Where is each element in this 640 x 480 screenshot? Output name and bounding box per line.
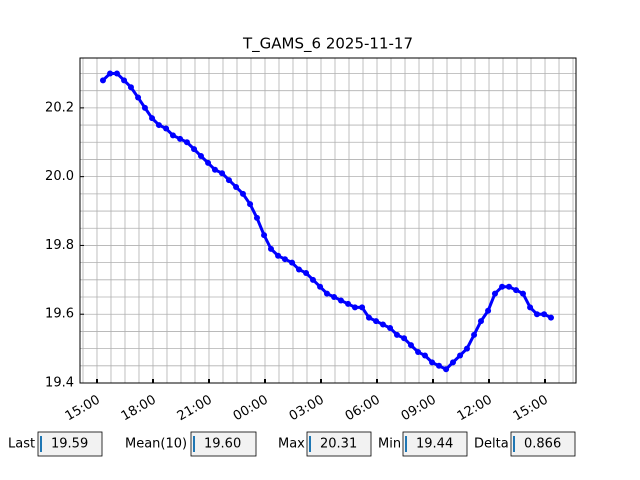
data-point [393, 331, 400, 338]
data-point [177, 135, 184, 142]
stat-value: 19.60 [204, 437, 241, 452]
data-point [141, 104, 148, 111]
data-point [463, 345, 470, 352]
y-tick-label: 20.2 [45, 100, 74, 115]
data-point [267, 245, 274, 252]
data-point [163, 125, 170, 132]
stat-value: 19.44 [416, 437, 453, 452]
stat-value: 19.59 [51, 437, 88, 452]
data-point [127, 84, 134, 91]
data-point [225, 177, 232, 184]
data-point [485, 307, 492, 314]
data-point [373, 318, 380, 325]
plot-frame [79, 57, 577, 384]
data-point [107, 70, 114, 77]
data-point [365, 314, 372, 321]
data-point [443, 366, 450, 373]
data-point [309, 276, 316, 283]
data-point [253, 214, 260, 221]
stat-box[interactable] [37, 431, 103, 457]
chart-title: T_GAMS_6 2025-11-17 [242, 35, 413, 54]
data-point [429, 359, 436, 366]
y-tick-label: 20.0 [45, 169, 74, 184]
stat-value: 0.866 [524, 437, 561, 452]
data-point [505, 283, 512, 290]
data-point [233, 183, 240, 190]
stat-box[interactable] [510, 431, 576, 457]
data-point [345, 300, 352, 307]
y-tick-label: 19.4 [45, 376, 74, 391]
data-point [541, 311, 548, 318]
y-tick-label: 19.8 [45, 238, 74, 253]
data-point [317, 283, 324, 290]
data-point [99, 77, 106, 84]
data-point [113, 70, 120, 77]
stat-value: 20.31 [320, 437, 357, 452]
stat-box[interactable] [190, 431, 257, 457]
data-point [533, 311, 540, 318]
data-point [303, 269, 310, 276]
data-point [435, 362, 442, 369]
data-point [289, 259, 296, 266]
data-point [191, 146, 198, 153]
data-point [261, 232, 268, 239]
stat-box[interactable] [306, 431, 372, 457]
data-point [281, 256, 288, 263]
data-point [527, 304, 534, 311]
data-point [547, 314, 554, 321]
data-point [415, 349, 422, 356]
data-point [519, 290, 526, 297]
data-point [491, 290, 498, 297]
data-point [183, 139, 190, 146]
data-point [211, 166, 218, 173]
stat-box[interactable] [402, 431, 468, 457]
stat-label: Min [378, 437, 401, 452]
stat-label: Max [278, 437, 305, 452]
stat-label: Delta [474, 437, 509, 452]
data-point [449, 359, 456, 366]
data-point [387, 324, 394, 331]
data-point [219, 170, 226, 177]
y-tick-label: 19.6 [45, 307, 74, 322]
data-point [149, 115, 156, 122]
data-point [359, 304, 366, 311]
data-point [169, 132, 176, 139]
data-point [295, 266, 302, 273]
data-point [331, 294, 338, 301]
data-point [513, 287, 520, 294]
stat-label: Last [8, 437, 35, 452]
data-point [379, 321, 386, 328]
data-point [421, 352, 428, 359]
data-point [121, 77, 128, 84]
data-point [323, 290, 330, 297]
data-point [351, 304, 358, 311]
stat-label: Mean(10) [125, 437, 187, 452]
data-point [477, 318, 484, 325]
data-point [239, 190, 246, 197]
data-point [337, 297, 344, 304]
data-point [205, 159, 212, 166]
data-point [135, 94, 142, 101]
data-point [155, 122, 162, 129]
data-point [457, 352, 464, 359]
data-point [247, 201, 254, 208]
data-point [401, 335, 408, 342]
data-point [197, 153, 204, 160]
data-point [275, 252, 282, 259]
data-point [471, 331, 478, 338]
data-point [499, 283, 506, 290]
data-point [407, 342, 414, 349]
